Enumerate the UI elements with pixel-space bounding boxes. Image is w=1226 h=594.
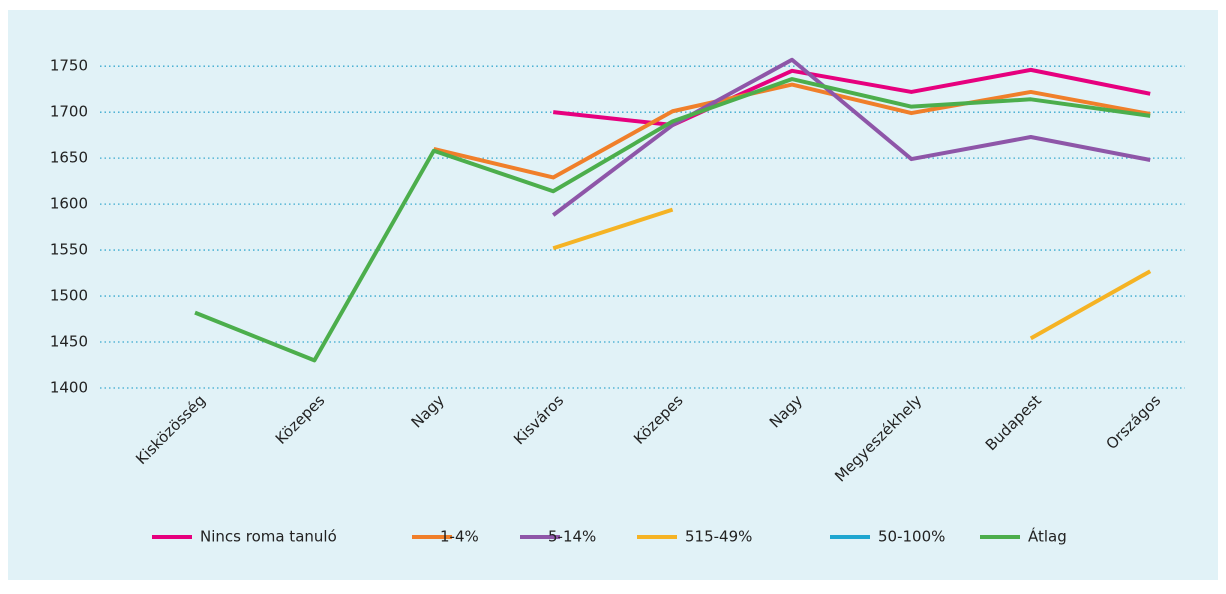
legend-label: 50-100%: [878, 528, 945, 546]
legend-label: 1-4%: [440, 528, 479, 546]
y-tick-label: 1500: [50, 287, 88, 305]
panel: [8, 10, 1218, 580]
y-tick-label: 1600: [50, 195, 88, 213]
series-line: [551, 57, 1151, 217]
y-tick-label: 1750: [50, 57, 88, 75]
y-tick-label: 1450: [50, 333, 88, 351]
series-line: [552, 207, 1152, 341]
legend-label: 5-14%: [548, 528, 596, 546]
legend-label: Nincs roma tanuló: [200, 528, 337, 546]
legend-label: 515-49%: [685, 528, 752, 546]
y-tick-label: 1550: [50, 241, 88, 259]
y-tick-label: 1700: [50, 103, 88, 121]
series-line: [194, 77, 1151, 363]
y-tick-label: 1400: [50, 379, 88, 397]
series-line: [433, 82, 1151, 180]
legend-label: Átlag: [1028, 527, 1067, 546]
y-tick-label: 1650: [50, 149, 88, 167]
